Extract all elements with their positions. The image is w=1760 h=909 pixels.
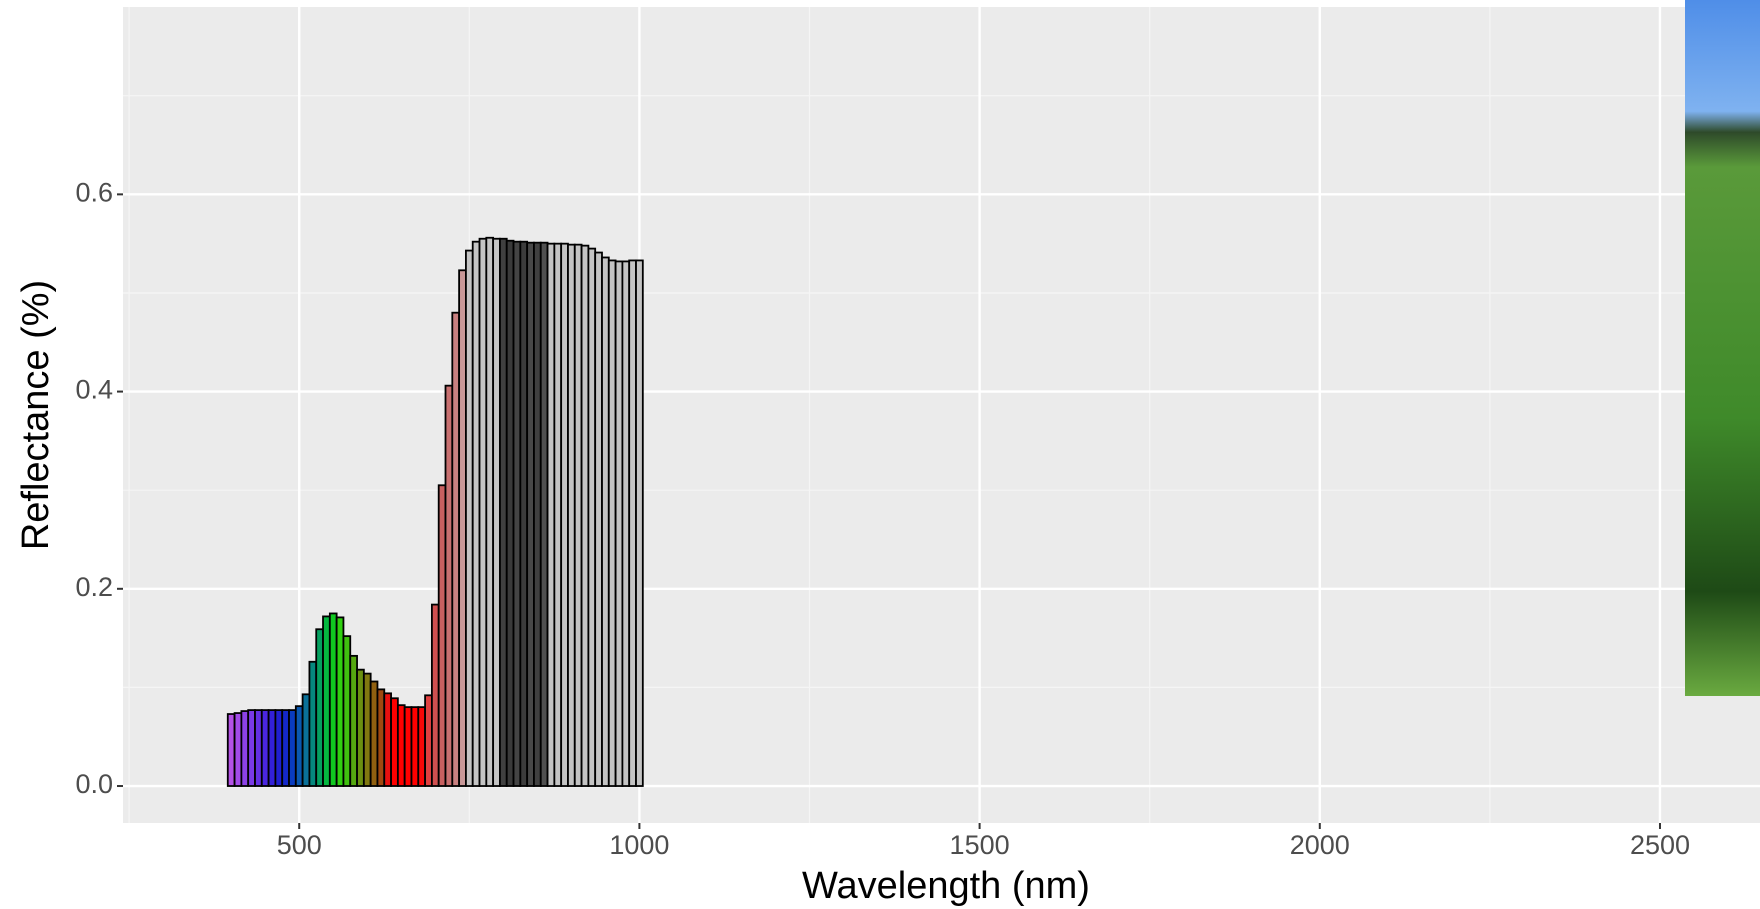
bar (499, 237, 508, 787)
bar (274, 709, 284, 787)
field-photo (1685, 0, 1760, 696)
bar (233, 712, 243, 787)
y-axis-title: Reflectance (%) (15, 280, 57, 550)
bars (226, 236, 644, 787)
bar (267, 709, 277, 787)
bar (471, 240, 481, 787)
bar (478, 237, 488, 787)
x-axis-title: Wavelength (nm) (802, 865, 1090, 907)
bar (301, 693, 311, 787)
x-tick-label: 500 (277, 830, 322, 860)
bar (526, 241, 535, 787)
bar (410, 706, 420, 787)
bar (342, 635, 352, 787)
bar (281, 709, 290, 787)
x-tick-label: 2500 (1630, 830, 1690, 860)
bar (580, 244, 590, 787)
bar (573, 243, 583, 787)
bar (417, 706, 426, 787)
bar (403, 706, 413, 787)
bar (430, 603, 440, 787)
bar (308, 660, 318, 787)
bar (512, 240, 522, 787)
bar (607, 259, 617, 787)
bar (621, 260, 631, 787)
bar (322, 615, 331, 787)
bar (376, 688, 386, 787)
bar (349, 654, 358, 787)
bar (458, 269, 467, 787)
bar (315, 628, 324, 787)
bar (505, 239, 515, 787)
bar (362, 672, 372, 787)
bar (437, 484, 447, 787)
bar (383, 692, 392, 787)
x-tick-label: 1000 (609, 830, 669, 860)
bar (288, 709, 297, 787)
bar (594, 251, 603, 787)
x-tick-label: 1500 (950, 830, 1010, 860)
bar (485, 236, 495, 787)
bar (254, 709, 263, 787)
bar (553, 242, 563, 787)
bar (260, 709, 270, 787)
bar (465, 249, 474, 787)
x-tick-label: 2000 (1290, 830, 1350, 860)
bar (444, 384, 454, 787)
bar (628, 259, 637, 787)
bar (396, 704, 406, 787)
bar (635, 259, 644, 787)
bar (601, 256, 610, 787)
bar (328, 612, 338, 787)
bar (247, 709, 256, 787)
bar (226, 713, 236, 787)
bar (533, 241, 542, 787)
bar (519, 240, 529, 787)
bar (614, 260, 624, 787)
bar (294, 705, 304, 787)
bar (369, 680, 379, 787)
y-tick-label: 0.2 (75, 572, 113, 602)
bar (587, 247, 597, 787)
bar (356, 668, 365, 787)
bar (492, 237, 501, 787)
bar (240, 710, 250, 787)
bar (560, 242, 569, 787)
bar (546, 242, 556, 787)
y-tick-label: 0.6 (75, 177, 113, 207)
bar (539, 241, 549, 787)
y-tick-label: 0.0 (75, 769, 113, 799)
bar (424, 694, 433, 787)
bar (390, 697, 399, 787)
bar (567, 243, 576, 787)
bar (451, 311, 461, 787)
y-tick-label: 0.4 (75, 375, 113, 405)
bar (335, 616, 345, 787)
